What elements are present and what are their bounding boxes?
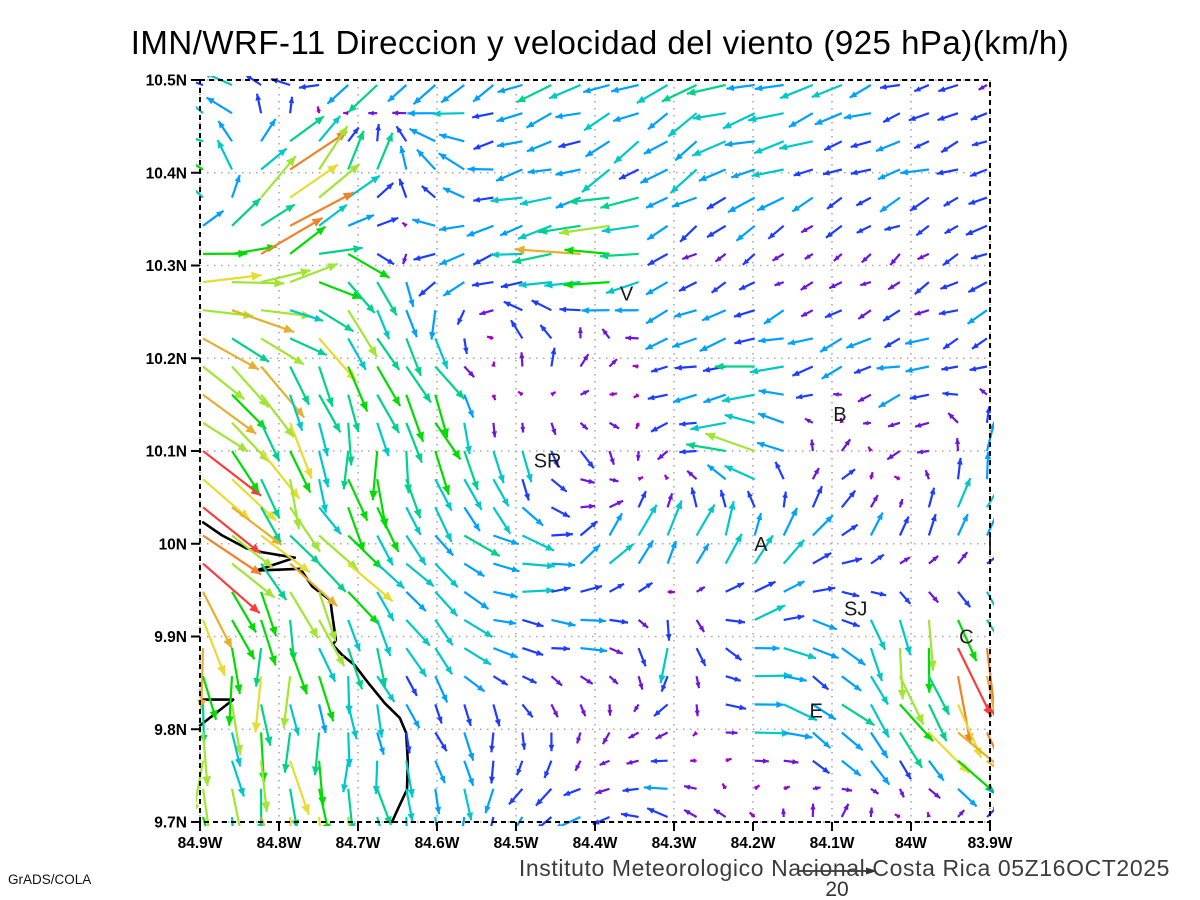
reference-vector-label: 20 [825,878,848,900]
axis-ticks [191,79,991,831]
lat-tick-label: 10N [159,536,187,553]
lon-tick-label: 84.2W [731,835,776,852]
lon-tick-label: 84.6W [415,835,460,852]
station-label-c: C [959,627,973,649]
reference-vector: 20 [799,867,877,900]
station-label-i: I [987,534,993,556]
station-label-v: V [620,283,634,305]
chart-title: IMN/WRF-11 Direccion y velocidad del vie… [130,24,1070,61]
lon-tick-label: 84.5W [494,835,539,852]
lon-tick-label: 84.9W [178,835,223,852]
institute-caption: Instituto Meteorologico Nacional Costa R… [518,855,1170,881]
station-label-sj: SJ [844,599,867,621]
station-label-sr: SR [534,450,562,472]
lon-tick-label: 84.3W [652,835,697,852]
lat-tick-label: 10.1N [146,444,187,461]
station-label-b: B [833,404,846,426]
lat-tick-label: 10.3N [146,258,187,275]
gridlines [199,79,991,823]
lon-tick-label: 84W [895,835,927,852]
grads-credit-label: GrADS/COLA [8,872,92,887]
lon-tick-label: 84.8W [257,835,302,852]
lat-tick-label: 9.8N [154,722,187,739]
lon-tick-label: 84.4W [573,835,618,852]
lat-tick-label: 10.2N [146,351,187,368]
axis-labels: 10.5N 10.4N 10.3N 10.2N 10.1N 10N 9.9N 9.8N 9.7N… [146,73,1013,853]
wind-arrows [196,76,994,826]
lon-tick-label: 84.1W [810,835,855,852]
lat-tick-label: 9.7N [154,815,187,832]
station-labels: V B SR A SJ C E I [534,283,993,722]
station-label-a: A [754,534,768,556]
lat-tick-label: 10.5N [146,73,187,90]
lon-tick-label: 84.7W [336,835,381,852]
station-label-e: E [810,701,823,723]
lon-tick-label: 83.9W [968,835,1013,852]
lat-tick-label: 9.9N [154,629,187,646]
lat-tick-label: 10.4N [146,165,187,182]
